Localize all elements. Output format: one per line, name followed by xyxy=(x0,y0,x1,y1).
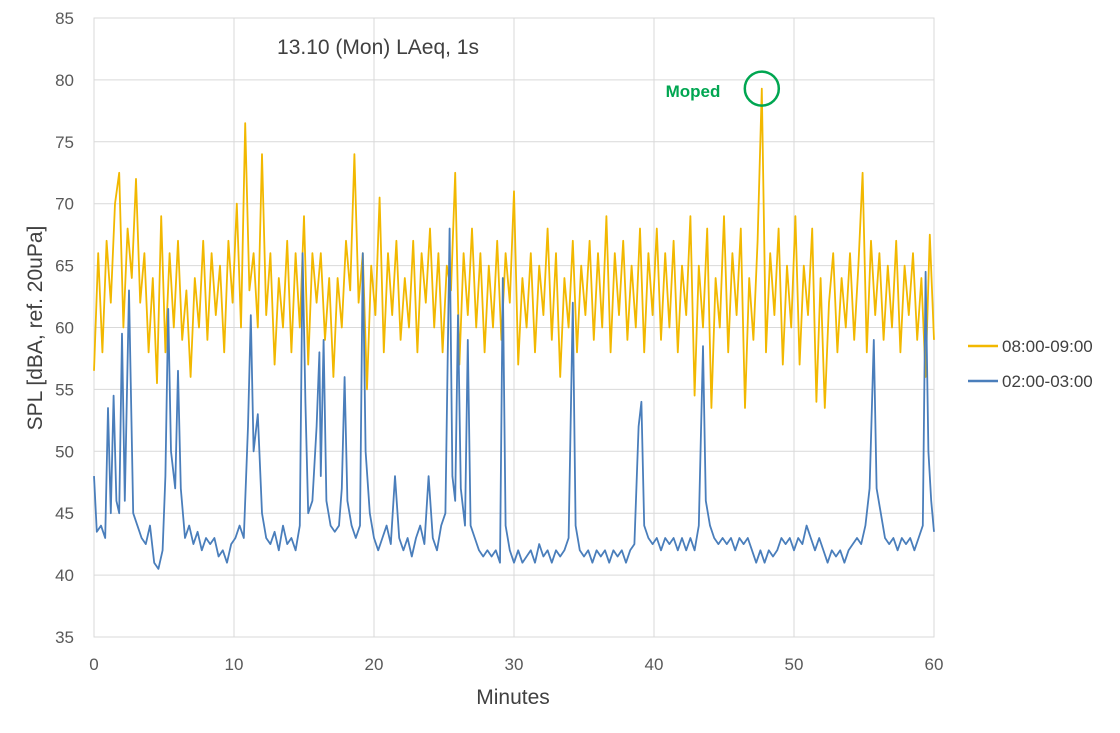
legend: 08:00-09:00 02:00-03:00 xyxy=(968,337,1093,391)
y-axis-title: SPL [dBA, ref. 20uPa] xyxy=(24,226,47,431)
y-tick-label: 35 xyxy=(55,628,74,647)
y-tick-label: 85 xyxy=(55,9,74,28)
y-tick-label: 65 xyxy=(55,257,74,276)
x-tick-label: 0 xyxy=(89,655,98,674)
tick-labels: 35 40 45 50 55 60 65 70 75 80 85 0 10 20 30 40 50 60 xyxy=(55,9,943,674)
annotation-label: Moped xyxy=(666,82,721,101)
x-tick-label: 40 xyxy=(645,655,664,674)
y-tick-label: 50 xyxy=(55,442,74,461)
x-tick-label: 60 xyxy=(925,655,944,674)
series-line-1 xyxy=(93,87,935,409)
y-tick-label: 40 xyxy=(55,566,74,585)
x-tick-label: 10 xyxy=(225,655,244,674)
moped-annotation: Moped xyxy=(666,70,781,107)
gridlines xyxy=(93,17,935,638)
x-tick-label: 20 xyxy=(365,655,384,674)
x-tick-label: 30 xyxy=(505,655,524,674)
legend-label-series-1: 08:00-09:00 xyxy=(1002,337,1093,356)
series-line-2 xyxy=(93,227,935,570)
y-tick-label: 55 xyxy=(55,380,74,399)
y-tick-label: 60 xyxy=(55,319,74,338)
x-tick-label: 50 xyxy=(785,655,804,674)
y-tick-label: 70 xyxy=(55,195,74,214)
legend-item-series-2[interactable]: 02:00-03:00 xyxy=(968,372,1093,391)
annotation-circle xyxy=(743,70,781,107)
y-tick-label: 80 xyxy=(55,71,74,90)
y-tick-label: 45 xyxy=(55,504,74,523)
series-lines xyxy=(93,87,935,570)
y-tick-label: 75 xyxy=(55,133,74,152)
legend-label-series-2: 02:00-03:00 xyxy=(1002,372,1093,391)
legend-item-series-1[interactable]: 08:00-09:00 xyxy=(968,337,1093,356)
chart-title: 13.10 (Mon) LAeq, 1s xyxy=(277,36,479,59)
x-axis-title: Minutes xyxy=(476,686,550,709)
